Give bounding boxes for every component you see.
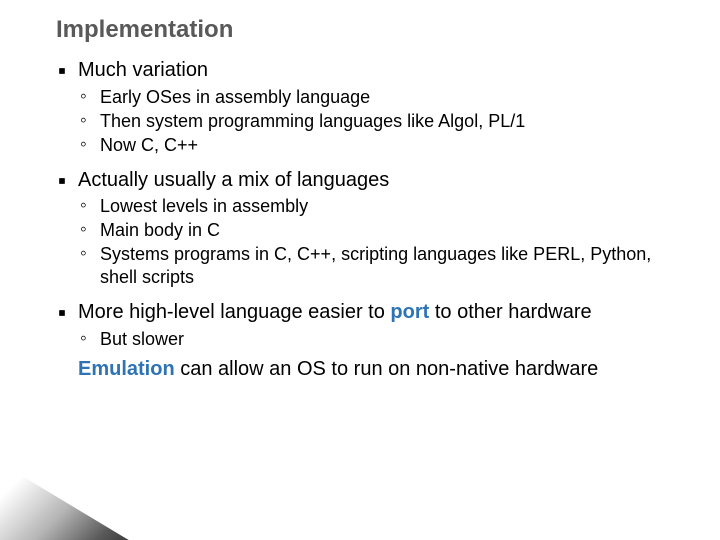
bullet-l2: But slower — [58, 328, 684, 351]
bullet-l2: Now C, C++ — [58, 134, 684, 157]
text-run: can allow an OS to run on non-native har… — [175, 358, 599, 380]
highlight-term-emulation: Emulation — [78, 358, 175, 380]
slide-title: Implementation — [56, 16, 684, 44]
bullet-l2: Lowest levels in assembly — [58, 195, 684, 218]
bullet-l2: Systems programs in C, C++, scripting la… — [58, 243, 684, 289]
bullet-l2: Then system programming languages like A… — [58, 110, 684, 133]
text-run: More high-level language easier to — [78, 301, 390, 323]
highlight-term-port: port — [390, 301, 429, 323]
bullet-l2: Early OSes in assembly language — [58, 86, 684, 109]
corner-decoration — [0, 458, 142, 540]
slide-content: Much variation Early OSes in assembly la… — [58, 58, 684, 383]
bullet-l1: Emulation can allow an OS to run on non-… — [58, 357, 684, 383]
bullet-l1: More high-level language easier to port … — [58, 300, 684, 326]
text-run: to other hardware — [429, 301, 591, 323]
bullet-l2: Main body in C — [58, 219, 684, 242]
slide: Implementation Much variation Early OSes… — [0, 0, 720, 540]
bullet-l1: Much variation — [58, 58, 684, 84]
bullet-l1: Actually usually a mix of languages — [58, 168, 684, 194]
